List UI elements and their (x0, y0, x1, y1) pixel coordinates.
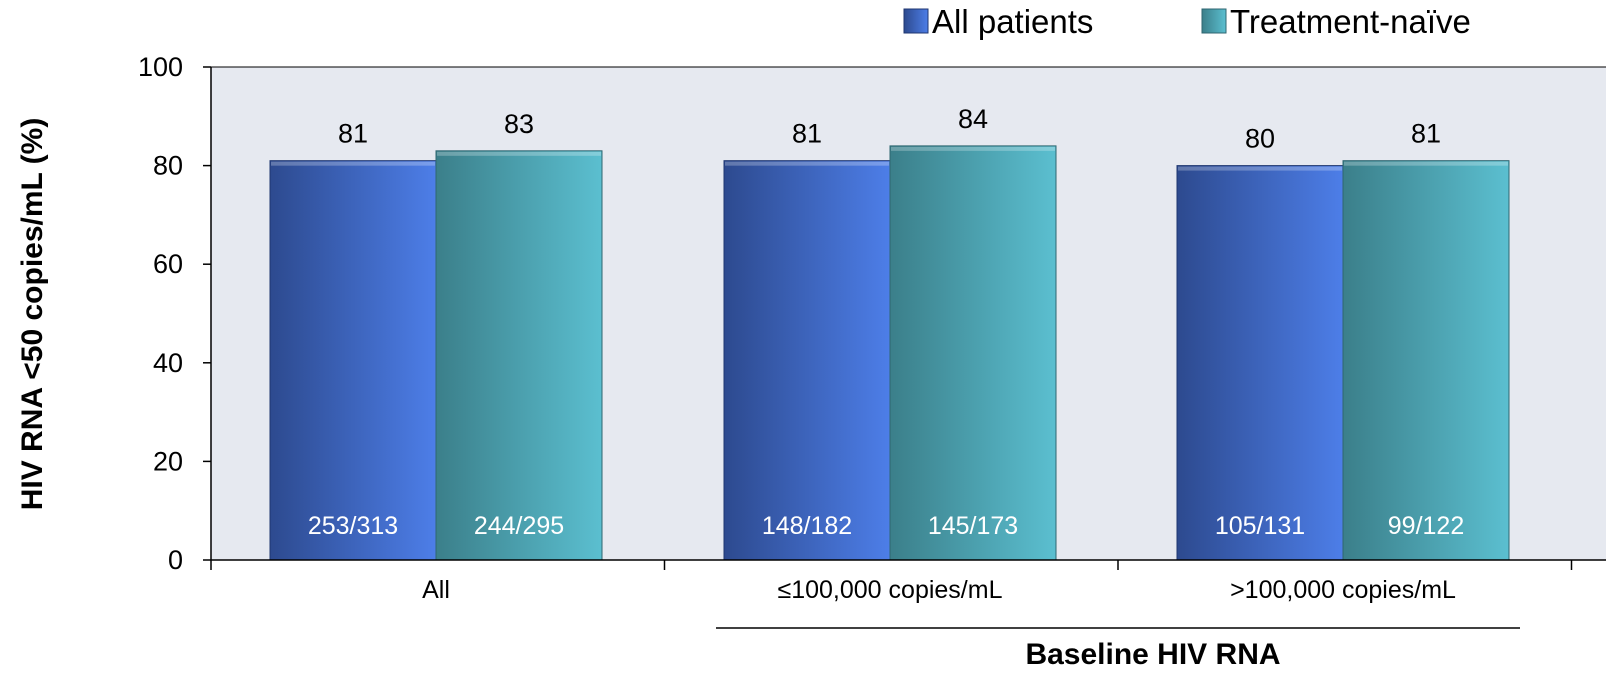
bar-s0-c2 (1176, 165, 1344, 561)
value-label-s0-c1: 81 (792, 119, 822, 149)
y-tick-label-2: 40 (153, 348, 183, 378)
legend: All patients Treatment-naïve (903, 3, 1471, 40)
legend-label-all-patients: All patients (932, 3, 1093, 40)
value-label-s1-c0: 83 (504, 109, 534, 139)
count-label-s1-c2: 99/122 (1388, 512, 1464, 540)
bar-s1-c2 (1342, 160, 1510, 561)
x-tick-label-2: >100,000 copies/mL (1230, 576, 1456, 604)
group-label: Baseline HIV RNA (1025, 638, 1280, 671)
bar-s0-c0 (269, 160, 437, 561)
x-ticks-group: All ≤100,000 copies/mL >100,000 copies/mL (210, 560, 1573, 604)
y-tick-label-3: 60 (153, 249, 183, 279)
x-tick-label-0: All (422, 576, 450, 604)
bar-top-highlight-s1-c0 (437, 151, 601, 156)
bar-top-highlight-s0-c1 (725, 161, 889, 166)
value-label-s1-c2: 81 (1411, 119, 1441, 149)
bar-top-highlight-s1-c1 (891, 146, 1055, 151)
y-tick-label-0: 0 (168, 545, 183, 575)
bars-group (269, 145, 1510, 561)
count-label-s1-c1: 145/173 (928, 512, 1018, 540)
count-label-s1-c0: 244/295 (474, 512, 564, 540)
count-label-s0-c1: 148/182 (762, 512, 852, 540)
count-label-s0-c2: 105/131 (1215, 512, 1305, 540)
bar-top-highlight-s0-c2 (1178, 166, 1342, 171)
value-label-s0-c2: 80 (1245, 124, 1275, 154)
legend-swatch-all-patients (903, 8, 929, 34)
bar-s0-c1 (723, 160, 891, 561)
y-tick-label-4: 80 (153, 151, 183, 181)
bar-top-highlight-s0-c0 (271, 161, 435, 166)
labels-group: 81 253/313 81 148/182 80 105/131 83 244/295 84 14… (308, 104, 1464, 540)
count-label-s0-c0: 253/313 (308, 512, 398, 540)
x-tick-label-1: ≤100,000 copies/mL (778, 576, 1003, 604)
bar-top-highlight-s1-c2 (1344, 161, 1508, 166)
y-ticks-group: 0 20 40 60 80 100 (138, 52, 211, 575)
y-tick-label-5: 100 (138, 52, 183, 82)
legend-swatch-treatment-naive (1201, 8, 1227, 34)
y-axis-title: HIV RNA <50 copies/mL (%) (16, 118, 49, 511)
value-label-s1-c1: 84 (958, 104, 988, 134)
value-label-s0-c0: 81 (338, 119, 368, 149)
bar-s1-c0 (435, 150, 603, 561)
bar-s1-c1 (889, 145, 1057, 561)
y-tick-label-1: 20 (153, 446, 183, 476)
legend-label-treatment-naive: Treatment-naïve (1230, 3, 1471, 40)
